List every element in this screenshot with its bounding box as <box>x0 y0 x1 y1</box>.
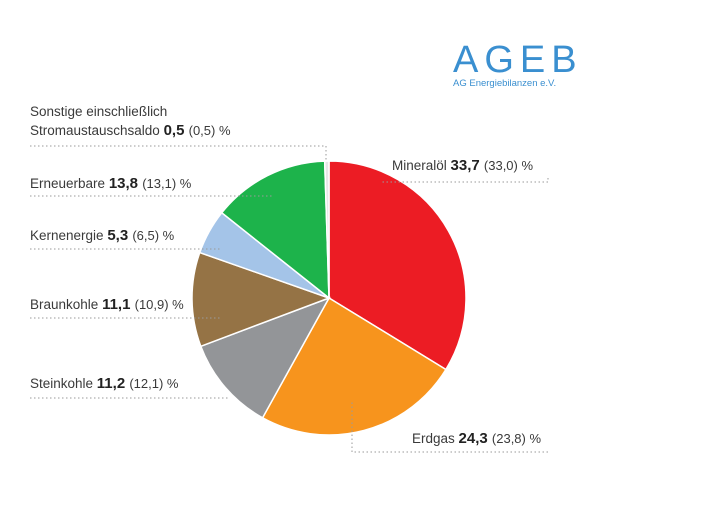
slice-previous-value: (6,5) % <box>132 228 174 243</box>
pie-slice <box>220 160 330 300</box>
slice-label: Erdgas 24,3 (23,8) % <box>412 430 541 447</box>
slice-label: Kernenergie 5,3 (6,5) % <box>30 227 175 244</box>
leader-lines <box>30 145 549 453</box>
slice-label-text: Mineralöl <box>392 158 451 173</box>
slice-label-line1: Sonstige einschließlich <box>30 104 167 119</box>
leader-line <box>380 178 549 183</box>
slice-label-text: Steinkohle <box>30 376 97 391</box>
pie-slice <box>261 296 447 436</box>
slice-value: 24,3 <box>459 430 492 447</box>
slice-previous-value: (13,1) % <box>142 176 192 191</box>
slice-label-text: Erneuerbare <box>30 176 109 191</box>
slice-value: 0,5 <box>164 122 189 139</box>
slice-label-text: Kernenergie <box>30 228 107 243</box>
slice-previous-value: (33,0) % <box>484 158 534 173</box>
slice-value: 11,2 <box>97 375 130 392</box>
slice-previous-value: (0,5) % <box>189 123 231 138</box>
slice-label: Braunkohle 11,1 (10,9) % <box>30 296 184 313</box>
pie-slices <box>191 160 467 436</box>
pie-slice <box>328 160 467 371</box>
slice-value: 5,3 <box>107 227 132 244</box>
slice-labels: Mineralöl 33,7 (33,0) % Erdgas 24,3 (23,8… <box>30 104 541 447</box>
slice-label-text: Erdgas <box>412 431 459 446</box>
slice-value: 13,8 <box>109 175 142 192</box>
slice-previous-value: (12,1) % <box>129 376 179 391</box>
slice-label: Erneuerbare 13,8 (13,1) % <box>30 175 192 192</box>
logo-subtitle: AG Energiebilanzen e.V. <box>453 78 557 89</box>
slice-label-text: Stromaustauschsaldo <box>30 123 164 138</box>
leader-line <box>351 400 548 453</box>
slice-label-text: Braunkohle <box>30 297 102 312</box>
slice-value: 11,1 <box>102 296 135 313</box>
slice-previous-value: (10,9) % <box>135 297 185 312</box>
pie-slice <box>191 251 332 348</box>
slice-label: Stromaustauschsaldo 0,5 (0,5) % <box>30 122 231 139</box>
slice-previous-value: (23,8) % <box>492 431 542 446</box>
pie-slice <box>323 160 330 299</box>
pie-slice <box>199 296 331 419</box>
slice-label: Steinkohle 11,2 (12,1) % <box>30 375 179 392</box>
slice-value: 33,7 <box>451 157 484 174</box>
slice-label: Mineralöl 33,7 (33,0) % <box>392 157 533 174</box>
leader-line <box>30 145 327 162</box>
